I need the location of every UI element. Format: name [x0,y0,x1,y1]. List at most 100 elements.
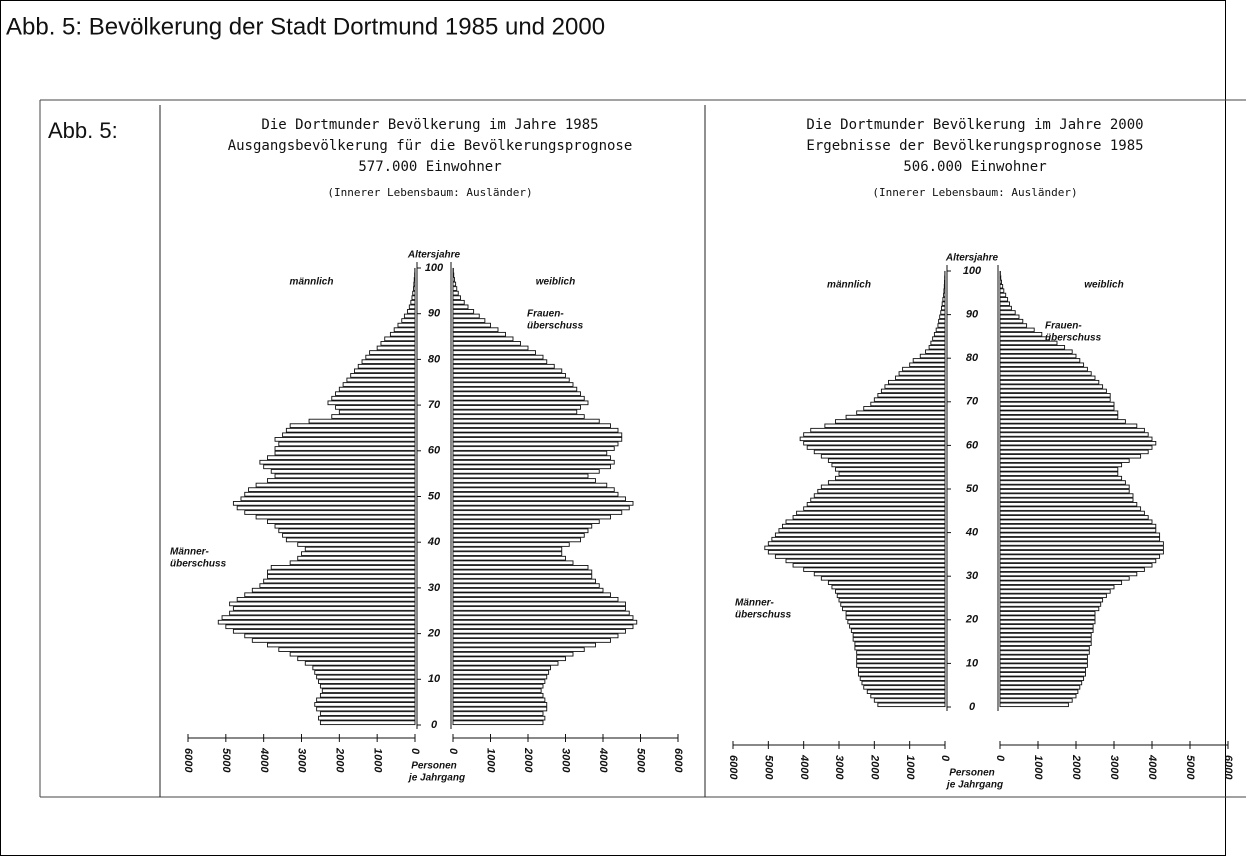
bar [452,491,619,497]
annotation: überschuss [527,321,584,332]
bar [999,602,1102,607]
bar [835,589,946,594]
bar [452,354,544,360]
y-tick-label: 90 [966,309,979,321]
bar [999,388,1107,394]
bar [240,496,416,502]
bar [452,633,619,639]
bar [999,545,1164,551]
bar [803,506,946,511]
bar [999,410,1119,415]
bar [285,537,416,543]
bar [452,299,465,305]
bar [297,656,416,662]
y-tick-label: 100 [425,262,444,274]
bar [452,313,480,319]
bar [999,680,1083,686]
bar [452,373,566,378]
x-tick-label: 3000 [1108,755,1120,780]
bar [856,650,946,655]
bar [999,288,1005,293]
bar [259,583,416,588]
bar [999,519,1153,524]
bar [452,674,548,680]
bar [933,331,946,337]
bar [319,692,416,698]
bar [870,401,946,407]
bar [452,409,578,415]
bar [452,496,626,502]
bar [999,510,1145,516]
bar [895,375,946,381]
bar [452,423,611,428]
bar [866,689,946,694]
bar [452,628,626,634]
bar [452,400,589,406]
bar [321,688,416,694]
bar [357,363,416,369]
bar [999,611,1096,616]
bar [782,523,946,529]
bar [412,290,416,296]
bar [335,391,416,397]
bar [845,615,946,620]
bar [999,702,1069,708]
bar [857,672,946,677]
chart-title: Die Dortmunder Bevölkerung im Jahre 2000 [806,117,1143,133]
bar [225,624,416,630]
bar [941,305,946,311]
bar [452,519,600,524]
bar [244,491,416,497]
bar [999,637,1092,642]
bar [785,519,946,524]
bar [452,441,619,447]
bar [452,505,630,511]
bar [452,651,574,657]
bar [331,395,416,401]
bar [792,515,946,520]
bar [999,685,1081,690]
bar [452,665,551,671]
bar [999,571,1138,577]
chart-title: Ausgangsbevölkerung für die Bevölkerungs… [228,138,633,154]
bar [452,327,499,333]
x-tick-label: 2000 [868,754,880,780]
bar [278,441,416,447]
bar [452,606,626,611]
bar [999,497,1134,503]
bar [297,542,416,547]
bar [831,584,946,590]
bar [267,455,416,460]
bar [999,528,1157,533]
bar [856,658,946,664]
bar [831,462,946,468]
y-tick-label: 100 [963,265,982,277]
bar [999,536,1161,542]
bar [999,549,1164,555]
bar [999,297,1009,302]
x-tick-label: 1000 [485,748,497,773]
bar [452,501,634,506]
bar [999,358,1081,363]
bar [999,467,1119,472]
y-tick-label: 50 [966,483,979,495]
bar [999,689,1079,694]
x-tick-label: 5000 [762,755,774,780]
bar [274,437,416,442]
bar [251,587,416,593]
x-axis-label: Personen [949,768,995,779]
bar [940,310,946,315]
y-tick-label: 40 [427,536,441,548]
bar [452,473,589,479]
y-tick-label: 20 [427,628,441,640]
bar [319,720,416,726]
bar [999,628,1094,633]
bar [999,532,1161,538]
bar [452,587,604,593]
chart-title: 506.000 Einwohner [903,159,1046,175]
bar [244,510,416,515]
bar [452,363,555,369]
bar [856,654,946,660]
x-tick-label: 4000 [258,747,270,773]
bar [403,313,416,319]
